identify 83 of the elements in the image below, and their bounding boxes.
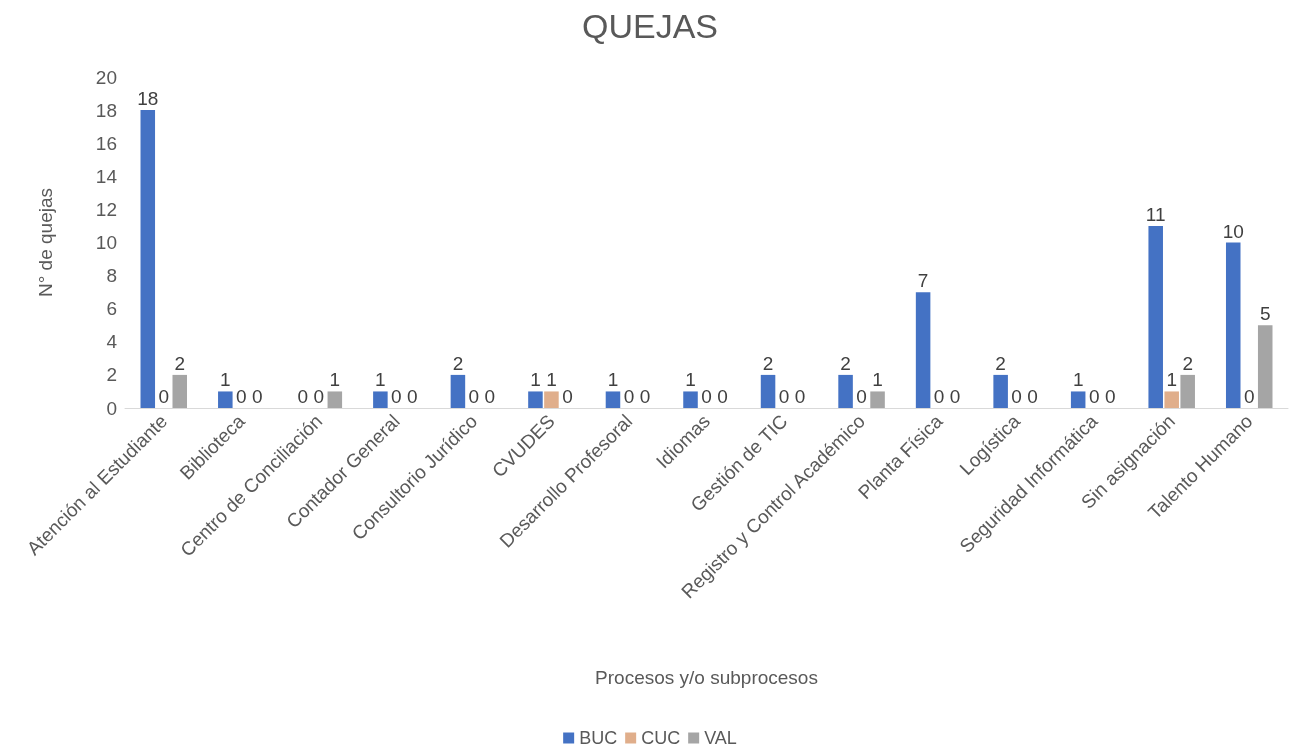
data-label: 0 [1011,386,1022,407]
data-label: 0 [297,386,309,407]
bar [1148,225,1163,408]
bar [1225,242,1241,408]
data-label: 0 [949,386,961,407]
bar [605,391,621,408]
data-label: 2 [840,352,851,374]
data-label: 11 [1145,203,1166,225]
data-label: 1 [329,369,341,391]
bar [993,374,1008,408]
bar [544,391,559,408]
data-label: 7 [917,270,929,292]
y-tick-label: 10 [95,232,117,253]
data-label: 0 [794,386,806,407]
data-label: 1 [1166,369,1177,391]
bar [327,391,343,408]
data-label: 0 [236,386,247,407]
data-label: 5 [1259,303,1271,325]
data-label: 0 [1027,386,1038,407]
data-label: 1 [872,369,883,391]
data-label: 0 [1088,386,1100,407]
bar [450,374,466,408]
bar [373,391,388,408]
data-label: 0 [933,386,945,407]
data-label: 1 [685,369,696,391]
data-label: 1 [1072,369,1084,391]
legend-label: CUC [641,728,681,748]
data-label: 0 [623,386,635,407]
data-label: 1 [375,369,386,391]
data-label: 0 [562,386,573,407]
data-label: 10 [1222,220,1244,242]
data-label: 0 [407,386,418,407]
data-label: 1 [220,369,231,391]
bar [683,391,698,408]
data-label: 1 [546,369,557,391]
data-label: 0 [856,386,867,407]
data-label: 0 [313,386,325,407]
data-label: 0 [158,386,170,407]
data-label: 0 [701,386,712,407]
bar [528,391,543,408]
bar [1164,391,1179,408]
bar [172,374,188,408]
y-tick-label: 0 [106,397,117,419]
y-axis-title: N° de quejas [35,188,56,297]
bar [870,391,885,408]
data-label: 2 [762,352,774,374]
legend-label: BUC [579,728,618,748]
data-label: 0 [1104,386,1116,407]
bar [838,374,853,408]
chart-title: QUEJAS [581,7,719,45]
data-label: 0 [639,386,651,407]
y-tick-label: 6 [106,298,117,320]
bar [915,292,931,408]
data-label: 1 [530,369,541,391]
bar [218,391,233,408]
data-label: 2 [995,352,1006,374]
y-tick-label: 12 [95,198,117,220]
data-label: 0 [778,386,790,407]
y-tick-label: 18 [95,99,117,121]
data-label: 1 [607,369,619,391]
data-label: 2 [174,352,186,374]
bar [1257,325,1273,408]
y-tick-label: 8 [106,265,117,287]
y-tick-label: 4 [106,331,118,353]
data-label: 0 [252,386,263,407]
y-tick-label: 20 [95,66,117,88]
y-tick-label: 14 [95,165,118,187]
data-label: 0 [1243,386,1255,407]
data-label: 0 [468,386,480,407]
bar [760,374,776,408]
legend-label: VAL [704,728,737,748]
y-tick-label: 2 [106,364,117,386]
bar [1070,391,1086,408]
data-label: 18 [137,88,159,110]
data-label: 0 [391,386,402,407]
data-label: 2 [452,352,464,374]
data-label: 0 [484,386,496,407]
y-tick-label: 16 [95,132,117,154]
x-axis-title: Procesos y/o subprocesos [595,667,818,688]
bar [140,110,156,408]
data-label: 0 [717,386,728,407]
bar [1180,374,1195,408]
data-label: 2 [1182,352,1193,374]
